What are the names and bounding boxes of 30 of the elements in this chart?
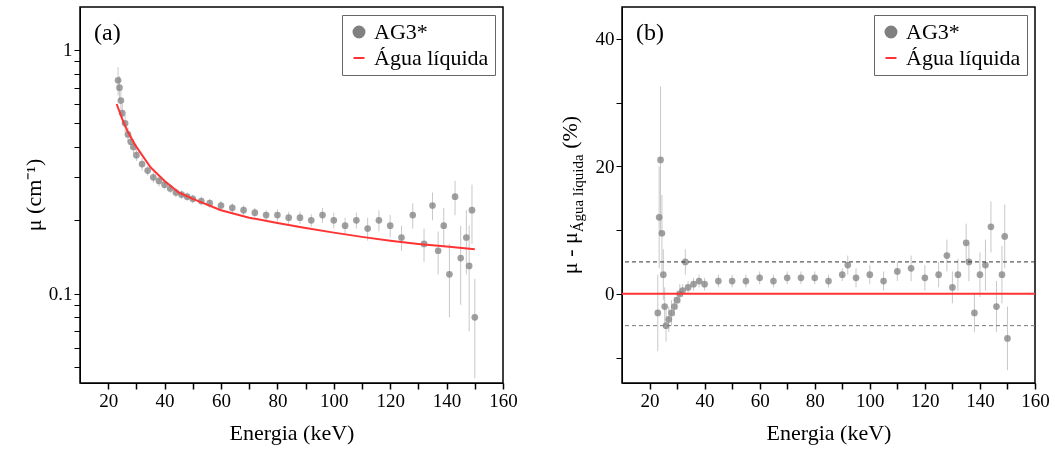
x-axis-title: Energia (keV) [229,419,355,445]
x-tick-label: 140 [432,389,462,411]
y-tick-label: 0.1 [48,283,73,305]
x-tick-label: 40 [155,389,175,411]
x-tick-label: 20 [99,389,119,411]
y-tick-label: 0 [605,283,615,305]
x-tick-label: 160 [489,389,518,411]
x-tick-label: 80 [268,389,288,411]
x-tick-label: 140 [966,389,995,411]
legend-label: AG3* [374,19,428,44]
x-tick-label: 80 [805,389,825,411]
x-tick-label: 100 [320,389,349,411]
x-tick-label: 160 [1021,389,1050,411]
annotation: (a) [94,19,121,45]
y-tick-label: 1 [63,39,73,61]
x-tick-label: 40 [695,389,715,411]
y-tick-label: 40 [595,28,615,50]
y-axis-title: μ (cm⁻¹) [20,158,47,232]
legend-label: AG3* [906,19,960,44]
x-tick-label: 20 [640,389,660,411]
x-tick-label: 100 [856,389,885,411]
x-tick-label: 60 [750,389,770,411]
annotation: (b) [636,19,664,45]
y-tick-label: 20 [595,155,615,177]
x-axis-title: Energia (keV) [766,419,892,445]
x-tick-label: 120 [911,389,940,411]
x-tick-label: 60 [212,389,231,411]
legend-label: Água líquida [906,45,1021,70]
legend-label: Água líquida [374,45,489,70]
x-tick-label: 120 [376,389,405,411]
